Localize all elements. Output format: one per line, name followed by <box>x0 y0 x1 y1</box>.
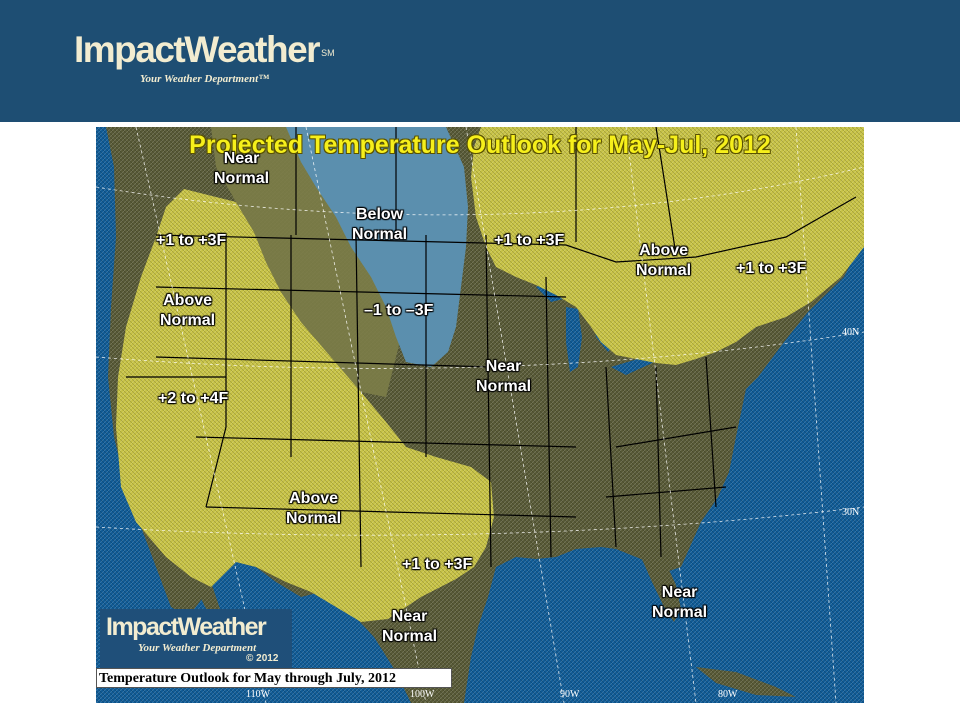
corner-logo-text: ImpactWeather <box>106 613 267 641</box>
impactweather-logo: ImpactWeather SM Your Weather Department™ <box>74 29 335 86</box>
map-graphic <box>96 127 864 703</box>
map-corner-logo: ImpactWeather Your Weather Department © … <box>100 609 292 669</box>
below-normal-area <box>286 127 468 367</box>
logo-text: ImpactWeather <box>74 29 321 70</box>
region-label-ne-plus1-3: +1 to +3F <box>736 260 807 277</box>
lon-label-80w: 80W <box>718 689 738 700</box>
corner-logo-tagline: Your Weather Department <box>138 642 257 654</box>
logo-sm: SM <box>321 47 335 58</box>
hatch-overlay <box>96 127 864 703</box>
region-label-sw-above: Above Normal <box>286 490 342 527</box>
region-label-gulf-near: Near Normal <box>652 584 708 621</box>
region-label-nw-above: Above Normal <box>160 292 216 329</box>
lat-lon-grid <box>96 127 864 703</box>
logo-tagline: Your Weather Department™ <box>140 73 270 85</box>
lon-label-110w: 110W <box>246 689 271 700</box>
borders <box>126 127 857 568</box>
region-label-ne-above: Above Normal <box>636 242 692 279</box>
corner-logo-copyright: © 2012 <box>246 653 279 664</box>
lat-label-40n: 40N <box>842 327 860 338</box>
region-label-canada-plus1-3: +1 to +3F <box>494 232 565 249</box>
region-label-west-plus2-4: +2 to +4F <box>158 390 229 407</box>
lat-label-30n: 30N <box>842 507 860 518</box>
above-normal-regions <box>96 127 864 703</box>
region-label-nw-near: Near Normal <box>214 150 270 187</box>
region-label-nw-plus1-3: +1 to +3F <box>156 232 227 249</box>
map-caption: Temperature Outlook for May through July… <box>96 668 452 688</box>
temperature-outlook-map: Projected Temperature Outlook for May-Ju… <box>96 127 864 703</box>
region-label-mexico-near: Near Normal <box>382 608 438 645</box>
lon-label-90w: 90W <box>560 689 580 700</box>
lon-label-100w: 100W <box>410 689 435 700</box>
map-title: Projected Temperature Outlook for May-Ju… <box>189 131 771 159</box>
region-label-north-below: Below Normal <box>352 206 408 243</box>
region-label-sw-plus1-3: +1 to +3F <box>402 556 473 573</box>
region-label-north-minus1-3: –1 to –3F <box>364 302 434 319</box>
header-banner: ImpactWeather SM Your Weather Department™ <box>0 0 960 122</box>
region-label-central-near: Near Normal <box>476 358 532 395</box>
